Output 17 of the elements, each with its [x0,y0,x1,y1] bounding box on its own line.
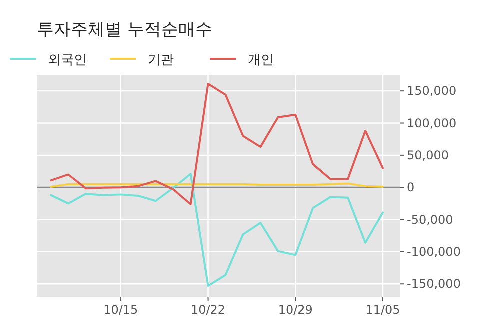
chart-title: 투자주체별 누적순매수 [37,20,212,40]
y-tick-label: 150,000 [407,84,457,98]
legend-label: 외국인 [48,53,87,68]
y-tick-label: -100,000 [407,244,461,259]
x-tick-label: 10/15 [104,303,138,317]
x-tick-label: 10/22 [190,303,226,317]
y-tick-label: 100,000 [407,116,457,130]
y-tick-label: -150,000 [407,277,461,292]
y-tick-label: 50,000 [407,148,449,162]
line-series [50,83,384,206]
y-tick-label: -50,000 [407,212,454,227]
legend-label: 기관 [148,53,174,68]
line-series [50,173,384,288]
x-tick-label: 10/29 [278,303,313,317]
legend-label: 개인 [248,53,274,68]
x-tick-label: 11/05 [366,303,400,317]
y-tick-label: 0 [407,180,415,195]
